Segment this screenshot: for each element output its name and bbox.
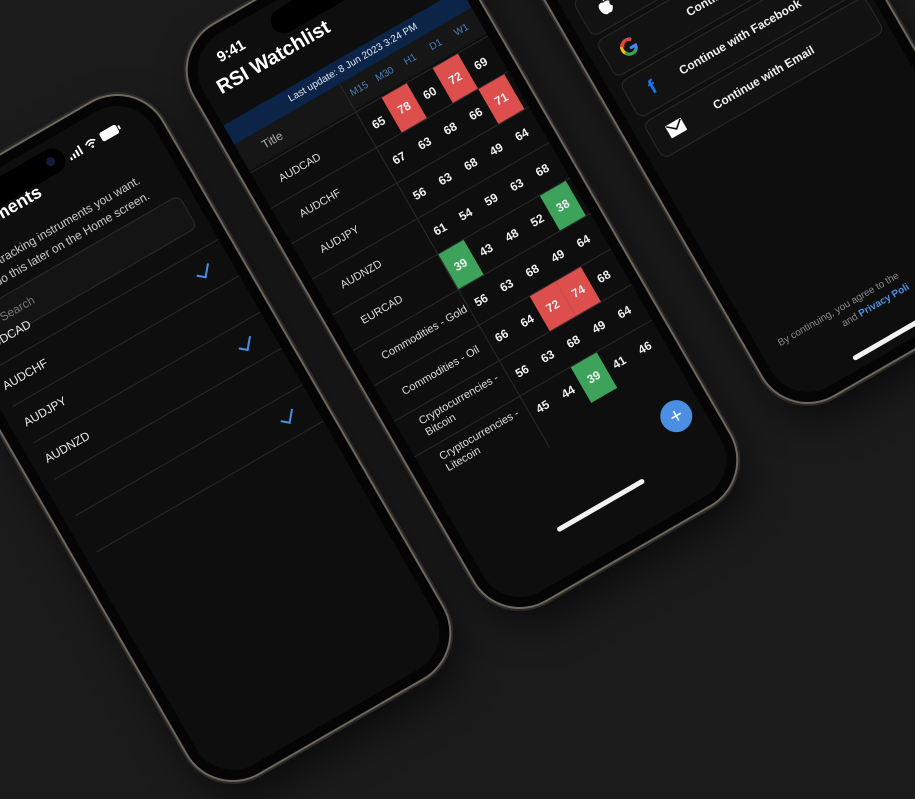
battery-icon <box>99 124 122 142</box>
mail-icon <box>662 114 689 141</box>
instrument-label: UDCAD <box>0 317 34 351</box>
continue-apple-button[interactable] <box>571 0 815 38</box>
google-icon <box>615 33 642 60</box>
plus-icon: + <box>664 401 688 430</box>
camera-icon <box>44 155 57 168</box>
continue-google-button[interactable]: Continue wi <box>595 0 838 79</box>
checkmark-icon <box>196 261 210 279</box>
column-header-m30[interactable]: M30 <box>373 64 397 85</box>
instruments-screen: ments tracking instruments you want. do … <box>0 90 455 786</box>
title-column-header[interactable]: Title <box>259 128 286 152</box>
checkmark-icon <box>280 407 294 424</box>
terms-text: By continuing, you agree to the <box>776 270 902 349</box>
column-header-w1[interactable]: W1 <box>452 21 471 39</box>
phone-instruments: ments tracking instruments you want. do … <box>0 76 469 799</box>
checkmark-icon <box>238 334 252 352</box>
and-text: and <box>839 311 860 330</box>
sign-in-screen: Continue wifContinue with FacebookContin… <box>470 0 915 408</box>
status-icons <box>66 122 122 161</box>
wifi-icon <box>84 138 96 148</box>
continue-mail-button[interactable]: Continue with Email <box>642 0 885 160</box>
column-header-h1[interactable]: H1 <box>402 51 419 68</box>
column-header-d1[interactable]: D1 <box>427 37 445 53</box>
home-indicator[interactable] <box>556 478 646 533</box>
instrument-label: AUDJPY <box>20 393 69 430</box>
apple-icon <box>592 0 619 20</box>
phone-sign-in: Continue wifContinue with FacebookContin… <box>456 0 915 422</box>
add-instrument-button[interactable]: + <box>654 394 699 438</box>
signal-icon <box>69 144 84 161</box>
